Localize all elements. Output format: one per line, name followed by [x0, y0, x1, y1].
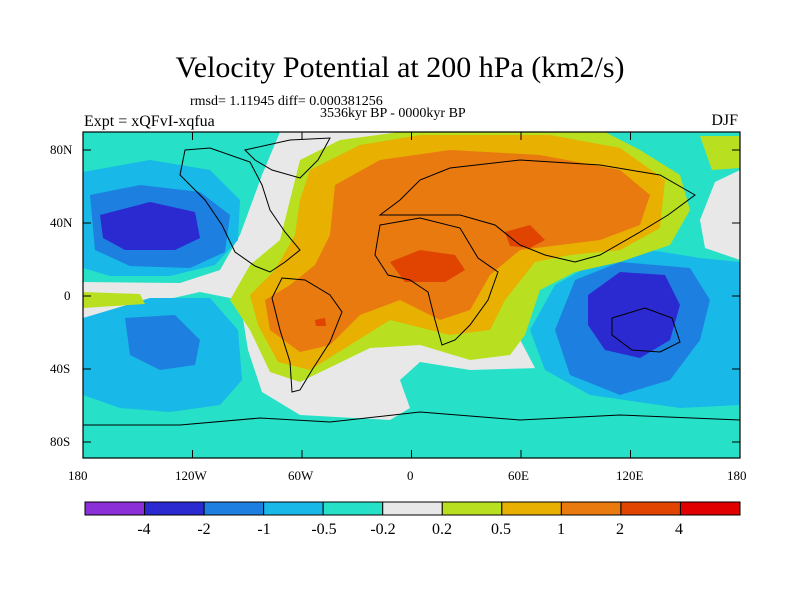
lon-label-120e: 120E	[616, 468, 644, 483]
contour-arctic-yellow-green	[700, 136, 740, 170]
colorbar-swatch	[679, 501, 741, 516]
lon-label-120w: 120W	[175, 468, 207, 483]
period-text: 3536kyr BP - 0000kyr BP	[320, 106, 466, 121]
lon-label-180w: 180	[68, 468, 88, 483]
colorbar-label: 0.5	[491, 521, 511, 538]
colorbar-swatch	[144, 501, 205, 516]
lat-label-40n: 40N	[50, 215, 73, 230]
colorbar-label: -2	[197, 521, 211, 538]
colorbar-swatch	[84, 501, 146, 516]
australia-coast	[611, 307, 681, 353]
colorbar-swatch	[560, 501, 622, 516]
lon-ticks	[82, 132, 741, 458]
south-america-coast	[271, 277, 343, 393]
experiment-label: Expt = xQFvI-xqfua	[84, 113, 215, 130]
lat-label-80s: 80S	[50, 434, 71, 449]
contour-maritime-minimum	[588, 272, 680, 358]
lat-label-equator: 0	[64, 288, 71, 303]
eurasia-coast	[378, 159, 696, 263]
contour-south-cyan	[83, 292, 740, 458]
lon-label-180e: 180	[727, 468, 747, 483]
colorbar-label: -1	[257, 521, 271, 538]
lat-label-80n: 80N	[50, 142, 73, 157]
antarctica-coast	[83, 411, 740, 426]
colorbar-swatch	[620, 501, 681, 516]
colorbar-label: 2	[616, 521, 624, 538]
lon-label-0: 0	[407, 468, 414, 483]
colorbar-label: 4	[675, 521, 683, 538]
contour-field	[83, 132, 740, 458]
colorbar-label: -0.2	[370, 521, 396, 538]
lon-label-60w: 60W	[288, 468, 314, 483]
colorbar-swatch	[441, 501, 503, 516]
lat-label-40s: 40S	[50, 361, 71, 376]
colorbar-label: 0.2	[432, 521, 452, 538]
greenland-coast	[244, 137, 331, 179]
colorbar	[84, 501, 741, 516]
contour-east-pacific-yellow-green	[83, 292, 145, 308]
colorbar-label: -0.5	[311, 521, 337, 538]
contour-north-pacific-minimum	[100, 202, 200, 250]
contour-south-america-maximum	[315, 318, 326, 326]
lat-ticks	[83, 149, 740, 443]
lon-label-60e: 60E	[508, 468, 529, 483]
season-label: DJF	[711, 112, 738, 129]
colorbar-swatch	[382, 501, 443, 516]
contour-arabia-maximum	[505, 225, 545, 248]
colorbar-swatch	[501, 501, 562, 516]
north-america-coast	[179, 147, 301, 273]
contour-positive-orange	[265, 150, 650, 352]
contour-africa-maximum	[390, 250, 465, 282]
rmsd-diff-text: rmsd= 1.11945 diff= 0.000381256	[190, 94, 383, 109]
map-title: Velocity Potential at 200 hPa (km2/s)	[175, 51, 625, 84]
colorbar-swatch	[203, 501, 265, 516]
colorbar-label: -4	[137, 521, 151, 538]
africa-coast	[374, 217, 499, 346]
contour-south-pacific-blue	[125, 315, 200, 370]
colorbar-label: 1	[557, 521, 565, 538]
colorbar-swatch	[322, 501, 384, 516]
coastlines	[83, 137, 740, 426]
colorbar-swatch	[263, 501, 324, 516]
